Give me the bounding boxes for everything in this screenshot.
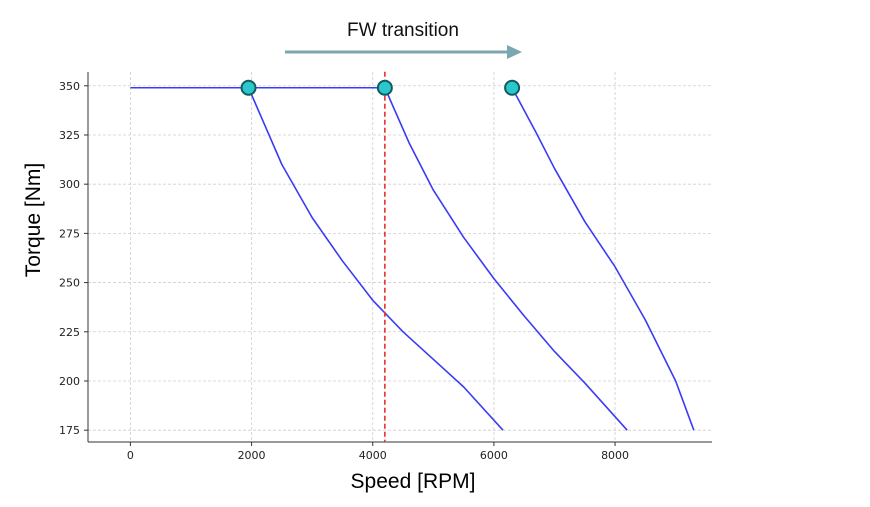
base-speed-marker — [504, 79, 521, 96]
y-tick-label: 250 — [59, 277, 80, 290]
torque-curve-2 — [248, 86, 628, 431]
grid — [88, 72, 712, 442]
fw-transition-annotation: FW transition — [285, 20, 522, 59]
x-tick-label: 4000 — [359, 449, 387, 462]
base-speed-markers — [240, 79, 521, 96]
y-tick-label: 175 — [59, 424, 80, 437]
y-tick-label: 350 — [59, 80, 80, 93]
axes — [87, 72, 712, 443]
x-tick-label: 6000 — [480, 449, 508, 462]
right-arrow-icon — [507, 45, 522, 59]
x-axis-label: Speed [RPM] — [351, 470, 476, 493]
y-tick-label: 325 — [59, 129, 80, 142]
x-tick-label: 2000 — [238, 449, 266, 462]
y-axis-label: Torque [Nm] — [22, 163, 45, 277]
x-tick-label: 8000 — [601, 449, 629, 462]
x-axis-ticks: 0 2000 4000 6000 8000 — [127, 442, 629, 462]
y-axis-ticks: 175 200 225 250 275 300 325 350 — [59, 80, 88, 437]
y-tick-label: 275 — [59, 227, 80, 240]
torque-curve-1 — [130, 86, 504, 431]
torque-curve-3 — [511, 87, 695, 431]
base-speed-marker — [240, 79, 257, 96]
x-tick-label: 0 — [127, 449, 134, 462]
y-tick-label: 225 — [59, 326, 80, 339]
y-tick-label: 200 — [59, 375, 80, 388]
y-tick-label: 300 — [59, 178, 80, 191]
base-speed-marker — [376, 79, 393, 96]
fw-transition-label: FW transition — [347, 20, 459, 41]
series-lines — [130, 86, 695, 431]
